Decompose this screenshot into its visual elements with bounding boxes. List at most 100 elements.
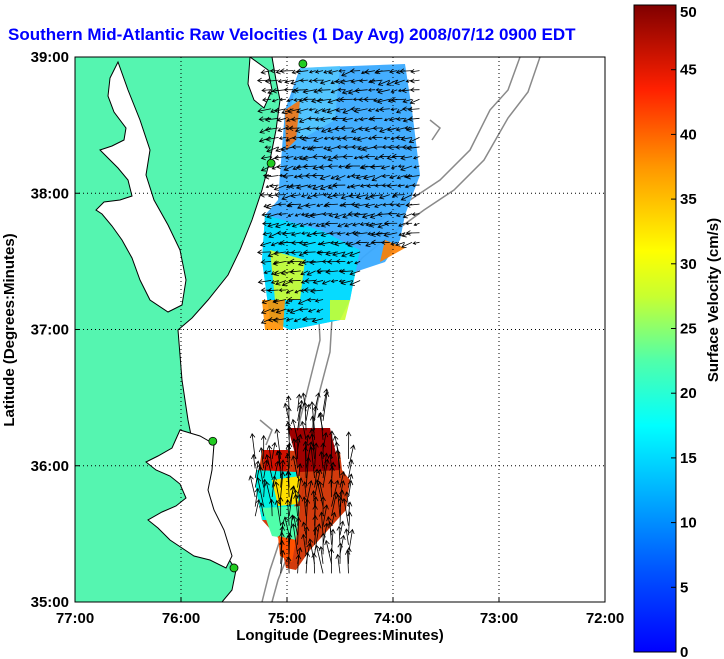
velocity-arrow [298,306,309,312]
velocity-arrow [383,232,398,238]
velocity-arrow [323,136,331,141]
velocity-arrow [338,164,346,169]
velocity-arrow [278,136,287,141]
velocity-arrow [301,146,309,150]
velocity-arrow [248,475,256,498]
velocity-arrow [280,146,294,152]
velocity-arrow [326,146,338,152]
velocity-arrow [382,202,390,207]
velocity-arrow [304,278,316,284]
velocity-arrow [308,446,315,479]
velocity-arrow [322,458,330,488]
velocity-arrow [354,261,361,265]
velocity-arrow [311,317,324,324]
velocity-arrow [353,117,361,122]
velocity-arrow [291,455,298,479]
velocity-arrow [296,203,309,210]
velocity-arrow [383,220,398,227]
velocity-arrow [297,477,304,498]
velocity-arrow [319,240,331,247]
velocity-arrow [265,184,272,188]
velocity-arrow [339,268,353,275]
velocity-arrow [358,126,368,131]
velocity-arrow [340,279,353,286]
y-tick-label: 39:00 [31,49,69,66]
velocity-arrow [395,212,405,218]
velocity-arrow [398,232,405,236]
velocity-arrow [344,528,350,545]
velocity-arrow [279,471,286,498]
velocity-arrow [410,78,420,84]
velocity-arrow [264,481,273,507]
velocity-arrow [405,79,413,83]
velocity-arrow [388,117,398,122]
velocity-arrow [410,69,420,74]
velocity-arrow [305,480,314,507]
velocity-arrow [364,202,376,209]
velocity-arrow [287,213,294,217]
velocity-arrow [344,241,353,246]
velocity-arrow [338,496,344,526]
velocity-arrow [348,444,356,469]
velocity-arrow [271,475,277,498]
velocity-arrow [298,135,309,140]
velocity-arrow [322,452,329,479]
velocity-arrow [307,308,316,313]
velocity-arrow [269,183,279,189]
velocity-arrow [294,213,301,217]
velocity-arrow [412,193,420,197]
velocity-arrow [294,289,301,294]
velocity-arrow [304,212,316,219]
velocity-arrow [332,251,346,257]
velocity-arrow [386,79,398,86]
velocity-arrow [254,498,261,517]
velocity-arrow [324,201,338,208]
velocity-arrow [301,231,309,236]
velocity-arrow [305,403,312,421]
velocity-arrow [339,534,346,555]
velocity-arrow [405,202,420,208]
velocity-arrow [411,183,420,188]
colorbar-tick-label: 15 [680,450,697,467]
velocity-arrow [309,428,315,459]
velocity-arrow [254,463,262,488]
velocity-arrow [370,239,383,246]
velocity-arrow [409,98,420,105]
velocity-arrow [258,446,265,469]
velocity-arrow [327,98,339,104]
velocity-arrow [269,68,279,74]
velocity-arrow [337,222,346,228]
velocity-arrow [325,269,338,275]
velocity-arrow [267,251,279,258]
velocity-arrow [335,258,346,264]
velocity-arrow [381,173,390,179]
velocity-arrow [345,232,353,236]
velocity-arrow [350,183,361,189]
velocity-arrow [273,184,287,191]
velocity-arrow [267,287,279,294]
velocity-arrow [352,97,361,102]
velocity-arrow [359,183,368,188]
velocity-arrow [315,222,324,227]
velocity-arrow [283,87,294,93]
velocity-arrow [271,98,279,103]
velocity-arrow [343,144,353,150]
velocity-arrow [286,98,294,103]
velocity-arrow [256,77,272,84]
velocity-arrow [311,552,317,574]
velocity-arrow [341,135,353,141]
velocity-arrow [310,288,324,294]
velocity-arrow [390,165,398,170]
velocity-arrow [347,473,354,488]
velocity-arrow [279,521,286,536]
velocity-arrow [397,183,405,188]
velocity-arrow [286,442,293,469]
velocity-arrow [258,116,272,122]
velocity-arrow [287,201,301,208]
velocity-arrow [301,259,316,265]
colorbar-label: Surface Velocity (cm/s) [705,218,722,382]
velocity-arrow [290,523,298,555]
velocity-arrow [254,487,260,507]
velocity-arrow [320,496,326,517]
